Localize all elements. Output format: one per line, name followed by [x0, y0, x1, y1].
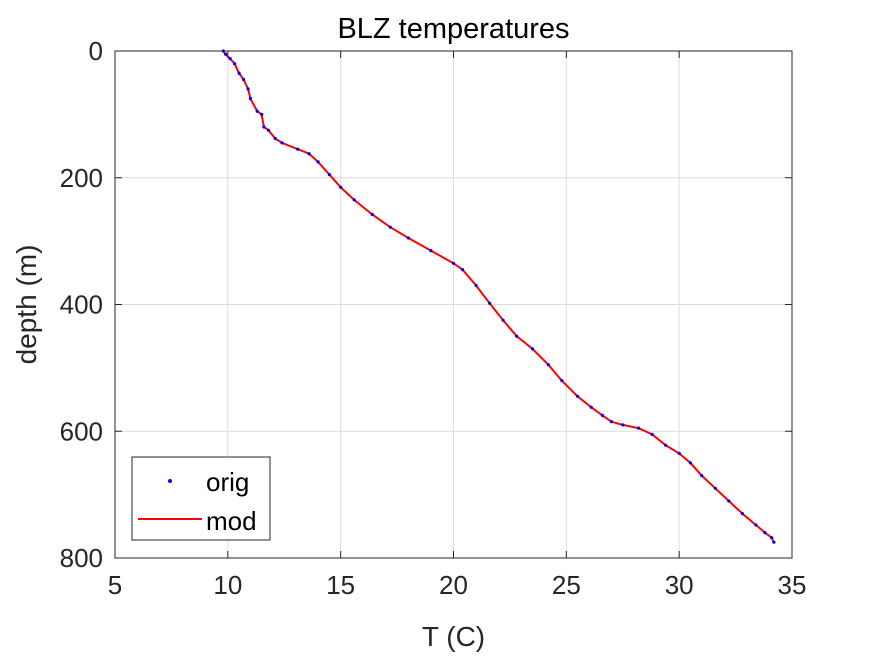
series-orig-point	[546, 363, 550, 367]
series-orig-point	[530, 347, 535, 351]
legend: orig mod	[131, 456, 271, 541]
series-orig-point	[576, 394, 580, 398]
series-orig-point	[488, 301, 492, 305]
series-orig-point	[560, 379, 564, 383]
series-orig-point	[770, 536, 774, 540]
x-axis-label: T (C)	[422, 621, 485, 652]
series-orig-point	[237, 71, 241, 75]
series-orig-point	[664, 443, 668, 447]
series-orig-point	[266, 128, 271, 132]
series-orig-point	[429, 249, 433, 253]
chart-title: BLZ temperatures	[337, 13, 569, 45]
series-orig-point	[688, 461, 693, 465]
series-orig-point	[600, 413, 605, 417]
x-tick-label: 15	[326, 570, 355, 600]
series-orig-point	[754, 523, 758, 527]
x-tick-label: 20	[439, 570, 468, 600]
series-layer	[221, 49, 776, 544]
legend-label-mod: mod	[206, 506, 257, 536]
series-orig-point	[307, 152, 311, 156]
series-orig-point	[224, 52, 228, 56]
legend-marker-orig	[168, 479, 172, 483]
series-orig-point	[233, 62, 237, 66]
series-orig-point	[296, 147, 300, 151]
y-tick-label: 200	[60, 163, 103, 193]
series-orig-point	[474, 283, 478, 288]
x-tick-label: 5	[108, 570, 122, 600]
series-orig-point	[451, 261, 456, 265]
series-orig-point	[650, 432, 654, 436]
series-orig-point	[727, 499, 731, 503]
series-orig-point	[740, 511, 745, 516]
series-orig-point	[388, 225, 392, 229]
series-orig-point	[246, 87, 250, 91]
series-orig-point	[621, 423, 625, 427]
series-orig-point	[370, 212, 374, 217]
series-orig-point	[248, 96, 252, 101]
series-orig-point	[700, 474, 704, 478]
series-orig-point	[327, 173, 331, 177]
series-orig-point	[352, 198, 356, 202]
series-orig-point	[242, 77, 246, 82]
series-orig-point	[280, 141, 284, 145]
series-orig-point	[763, 531, 767, 535]
y-tick-label: 0	[89, 36, 103, 66]
y-tick-label: 600	[60, 416, 103, 446]
legend-label-orig: orig	[206, 467, 249, 497]
series-orig-point	[262, 125, 266, 129]
y-tick-label: 400	[60, 290, 103, 320]
series-orig-point	[228, 57, 232, 61]
y-tick-label: 800	[60, 543, 103, 573]
series-orig-point	[255, 109, 259, 113]
x-tick-label: 25	[552, 570, 581, 600]
x-tick-label: 10	[213, 570, 242, 600]
series-orig-point	[460, 268, 465, 272]
series-orig-point	[589, 405, 593, 409]
series-orig-point	[501, 318, 505, 322]
series-orig-point	[339, 185, 343, 189]
y-axis-label: depth (m)	[11, 245, 42, 365]
series-orig-point	[609, 420, 614, 424]
legend-box	[131, 456, 271, 541]
series-orig-point	[515, 334, 519, 338]
series-orig-point	[316, 160, 320, 164]
x-tick-label: 35	[778, 570, 807, 600]
series-orig-point	[636, 426, 641, 430]
x-tick-label: 30	[665, 570, 694, 600]
ticks: 5 10 15 20 25 30 35 0 200 400 600 800	[60, 36, 807, 600]
series-orig-point	[677, 451, 681, 455]
series-orig-point	[260, 112, 264, 116]
series-orig-point	[406, 236, 410, 240]
series-orig-point	[772, 540, 776, 544]
series-orig-point	[713, 486, 717, 490]
series-orig-point	[273, 136, 277, 141]
